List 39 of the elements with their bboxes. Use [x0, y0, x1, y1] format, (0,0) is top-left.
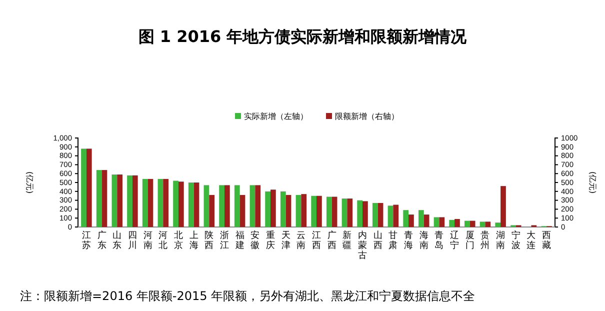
x-tick-label: 重庆 [266, 230, 275, 251]
x-tick-label: 西藏 [542, 231, 552, 251]
x-tick-label: 浙江 [220, 230, 229, 251]
x-tick-label: 江西 [312, 230, 321, 251]
x-tick-label: 青岛 [434, 230, 444, 251]
x-tick-label: 湖南 [496, 230, 506, 251]
x-tick-label: 辽宁 [450, 230, 460, 251]
chart-title: 图 1 2016 年地方债实际新增和限额新增情况 [138, 27, 468, 46]
x-tick-label: 广东 [97, 230, 106, 251]
text: 注：限额新增=2016 年限额-2015 年限额，另外有湖北、黑龙江和宁夏数据信息不全 [20, 289, 476, 303]
x-tick-label: 大连 [526, 230, 536, 251]
x-tick-label: 江苏 [82, 230, 91, 251]
x-tick-label: 新疆 [342, 230, 352, 251]
x-tick-label: 广西 [327, 230, 336, 251]
x-tick-label: 海南 [419, 230, 428, 251]
legend-label: 限额新增（右轴） [335, 112, 399, 121]
x-tick-label: 河南 [143, 230, 152, 251]
x-tick-label: 贵州 [480, 230, 490, 251]
x-tick-label: 河北 [158, 230, 168, 251]
x-tick-label: 山东 [112, 230, 122, 251]
x-tick-label: 宁波 [511, 230, 520, 251]
x-tick-label: 上海 [189, 230, 198, 251]
x-tick-label: 福建 [234, 230, 244, 251]
x-tick-label: 安徽 [250, 230, 260, 251]
x-tick-label: 四川 [128, 231, 137, 251]
x-tick-label: 甘肃 [388, 230, 398, 251]
x-tick-label: 北京 [174, 230, 183, 251]
x-tick-label: 内蒙古 [358, 230, 368, 261]
x-tick-label: 山西 [373, 230, 382, 251]
x-tick-label: 青海 [404, 230, 414, 251]
bar [500, 186, 506, 227]
y-axis-title: (亿元) [25, 171, 34, 194]
x-tick-label: 天津 [281, 230, 290, 251]
legend-label: 实际新增（左轴） [244, 112, 308, 121]
x-tick-label: 厦门 [465, 230, 474, 251]
y2-axis-title: (亿元) [588, 171, 597, 194]
x-tick-label: 陕西 [204, 230, 214, 251]
x-tick-label: 云南 [296, 231, 306, 251]
bar [495, 222, 501, 227]
